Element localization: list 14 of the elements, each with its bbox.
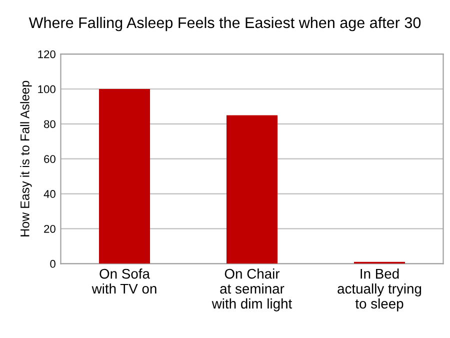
y-tick-label: 100 xyxy=(38,85,56,94)
bar xyxy=(99,89,150,264)
y-tick-label: 20 xyxy=(44,224,56,233)
y-tick-label: 80 xyxy=(44,120,56,128)
y-tick-label: 0 xyxy=(50,260,56,268)
y-tick-label: 120 xyxy=(38,50,56,58)
y-tick-label: 60 xyxy=(44,155,56,163)
chart-title: Where Falling Asleep Feels the Easiest when age after 30 xyxy=(28,16,421,32)
y-axis-title: How Easy it is to Fall Asleep xyxy=(20,80,32,236)
bar xyxy=(226,115,278,264)
x-tick-label: On Sofa with TV on xyxy=(92,268,156,294)
x-tick-label: In Bed actually trying to sleep xyxy=(338,268,422,312)
y-tick-label: 40 xyxy=(44,190,56,198)
x-tick-label: On Chair at seminar with dim light xyxy=(212,268,292,312)
